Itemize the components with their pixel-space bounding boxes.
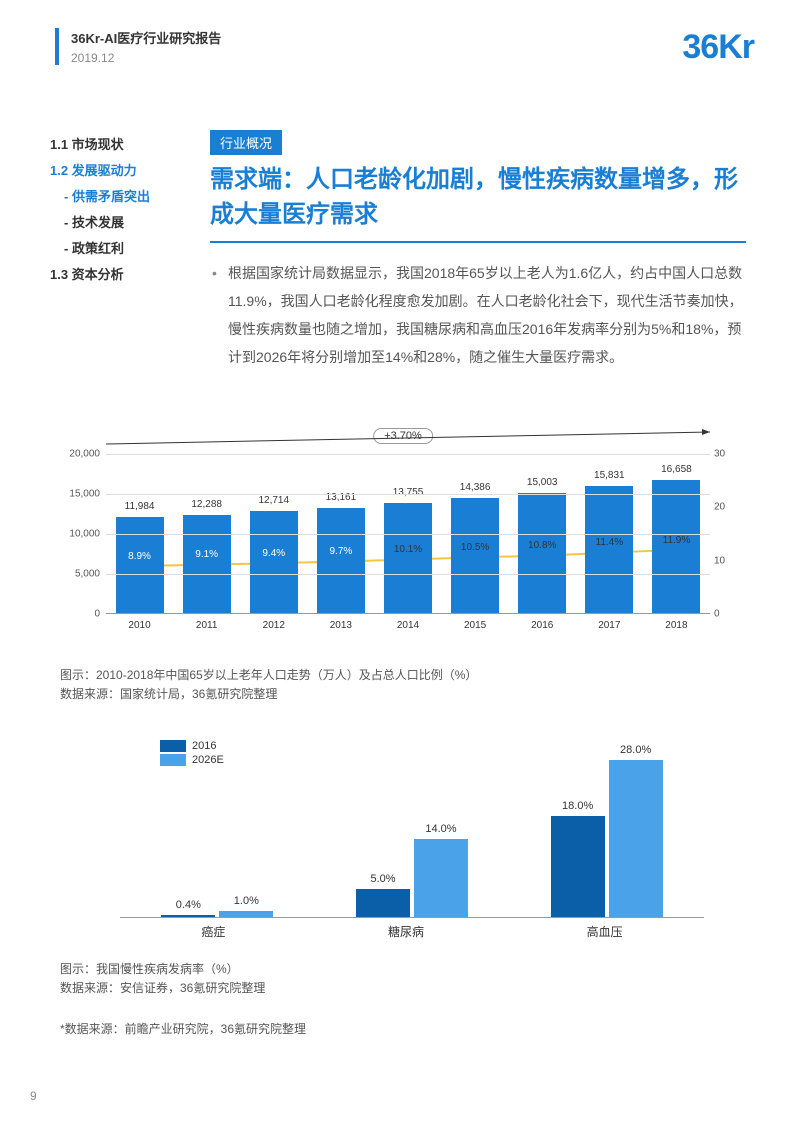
logo-36kr: 36Kr xyxy=(682,28,754,67)
chart2-plot: 0.4%1.0%5.0%14.0%18.0%28.0% xyxy=(120,750,704,918)
footnote: *数据来源：前瞻产业研究院，36氪研究院整理 xyxy=(60,1020,306,1039)
report-date: 2019.12 xyxy=(71,51,221,65)
toc: 1.1 市场现状 1.2 发展驱动力 - 供需矛盾突出 - 技术发展 - 政策红… xyxy=(50,132,150,288)
chart1-caption: 图示：2010-2018年中国65岁以上老年人口走势（万人）及占总人口比例（%）… xyxy=(60,666,477,704)
page-header: 36Kr-AI医疗行业研究报告 2019.12 36Kr xyxy=(55,28,754,67)
page-number: 9 xyxy=(30,1089,37,1103)
toc-item[interactable]: 1.1 市场现状 xyxy=(50,132,150,158)
chart2-caption: 图示：我国慢性疾病发病率（%） 数据来源：安信证券，36氪研究院整理 xyxy=(60,960,265,998)
report-title: 36Kr-AI医疗行业研究报告 xyxy=(71,28,221,47)
toc-sub[interactable]: - 技术发展 xyxy=(50,210,150,236)
toc-sub[interactable]: - 政策红利 xyxy=(50,236,150,262)
chart1-caption-line2: 数据来源：国家统计局，36氪研究院整理 xyxy=(60,685,477,704)
chart2-xlabels: 癌症糖尿病高血压 xyxy=(120,923,704,940)
chart-disease-rate: 2016 2026E 0.4%1.0%5.0%14.0%18.0%28.0% 癌… xyxy=(120,740,704,940)
toc-item[interactable]: 1.3 资本分析 xyxy=(50,262,150,288)
chart1-xlabels: 201020112012201320142015201620172018 xyxy=(106,614,710,631)
chart-population: +3.70% 11,98412,28812,71413,16113,75514,… xyxy=(60,454,746,659)
chart1-plot: 11,98412,28812,71413,16113,75514,38615,0… xyxy=(106,454,710,614)
chart1-caption-line1: 图示：2010-2018年中国65岁以上老年人口走势（万人）及占总人口比例（%） xyxy=(60,666,477,685)
toc-sub-active[interactable]: - 供需矛盾突出 xyxy=(50,184,150,210)
toc-item-active[interactable]: 1.2 发展驱动力 xyxy=(50,158,150,184)
section-tag: 行业概况 xyxy=(210,130,282,155)
header-left: 36Kr-AI医疗行业研究报告 2019.12 xyxy=(55,28,221,65)
body-paragraph: 根据国家统计局数据显示，我国2018年65岁以上老人为1.6亿人，约占中国人口总… xyxy=(210,259,746,371)
chart2-caption-line1: 图示：我国慢性疾病发病率（%） xyxy=(60,960,265,979)
chart2-caption-line2: 数据来源：安信证券，36氪研究院整理 xyxy=(60,979,265,998)
main-content: 行业概况 需求端：人口老龄化加剧，慢性疾病数量增多，形成大量医疗需求 根据国家统… xyxy=(210,130,746,371)
main-title: 需求端：人口老龄化加剧，慢性疾病数量增多，形成大量医疗需求 xyxy=(210,163,746,243)
growth-arrow xyxy=(106,432,710,448)
